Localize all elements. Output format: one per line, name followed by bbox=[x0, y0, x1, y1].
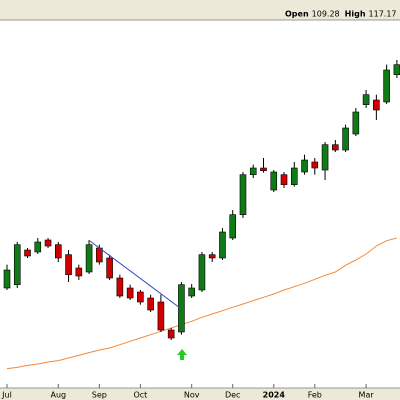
candle-body bbox=[311, 161, 319, 169]
candle-body bbox=[362, 94, 370, 105]
x-axis-band bbox=[0, 388, 400, 400]
candle-body bbox=[24, 249, 31, 257]
header-label: Open bbox=[285, 10, 309, 19]
x-tick-label: 2024 bbox=[263, 391, 286, 400]
candle-body bbox=[208, 254, 216, 259]
candle-body bbox=[301, 159, 308, 173]
candle-body bbox=[137, 291, 144, 303]
candle-body bbox=[178, 284, 185, 333]
trendline bbox=[89, 240, 181, 309]
x-tick-label: Sep bbox=[92, 391, 107, 400]
candle-body bbox=[393, 64, 400, 75]
x-tick-label: Jul bbox=[1, 391, 12, 400]
candle-body bbox=[188, 287, 195, 297]
candle-body bbox=[280, 174, 288, 185]
header-band bbox=[0, 0, 400, 20]
candle-body bbox=[373, 99, 380, 111]
moving-average bbox=[6, 237, 398, 370]
candle-body bbox=[126, 287, 134, 299]
x-tick-label: Dec bbox=[225, 391, 240, 400]
candle-body bbox=[167, 329, 175, 339]
candle-body bbox=[44, 239, 52, 247]
candle-body bbox=[352, 111, 360, 135]
candle-body bbox=[342, 127, 349, 151]
candle-body bbox=[260, 167, 267, 171]
candle-body bbox=[34, 241, 42, 253]
candle-body bbox=[157, 301, 165, 331]
header-value: 117.17 bbox=[369, 10, 397, 19]
candle-body bbox=[13, 244, 21, 285]
candle-body bbox=[239, 174, 247, 215]
plot-area bbox=[3, 60, 400, 370]
x-tick-label: Oct bbox=[133, 391, 147, 400]
candle-body bbox=[106, 257, 113, 279]
candle-body bbox=[383, 69, 390, 103]
header-label: High bbox=[345, 10, 366, 19]
candle-body bbox=[219, 231, 226, 259]
x-tick-label: Aug bbox=[50, 391, 66, 400]
header-value: 109.28 bbox=[312, 10, 340, 19]
signal-arrow bbox=[177, 349, 187, 360]
candle-body bbox=[321, 144, 329, 171]
candle-body bbox=[198, 254, 206, 291]
candle-body bbox=[54, 244, 62, 259]
x-tick-label: Feb bbox=[308, 391, 322, 400]
candle-body bbox=[229, 214, 237, 239]
candle-body bbox=[116, 277, 124, 297]
candle-body bbox=[290, 167, 298, 185]
candle-body bbox=[147, 297, 154, 311]
candle-body bbox=[332, 144, 339, 151]
candle-body bbox=[249, 167, 257, 175]
candle-body bbox=[65, 254, 72, 275]
candle-body bbox=[75, 267, 83, 277]
candle-body bbox=[3, 269, 11, 289]
x-tick-label: Nov bbox=[184, 391, 200, 400]
candle-body bbox=[85, 244, 93, 273]
candle-body bbox=[270, 171, 278, 191]
x-tick-label: Mar bbox=[359, 391, 375, 400]
